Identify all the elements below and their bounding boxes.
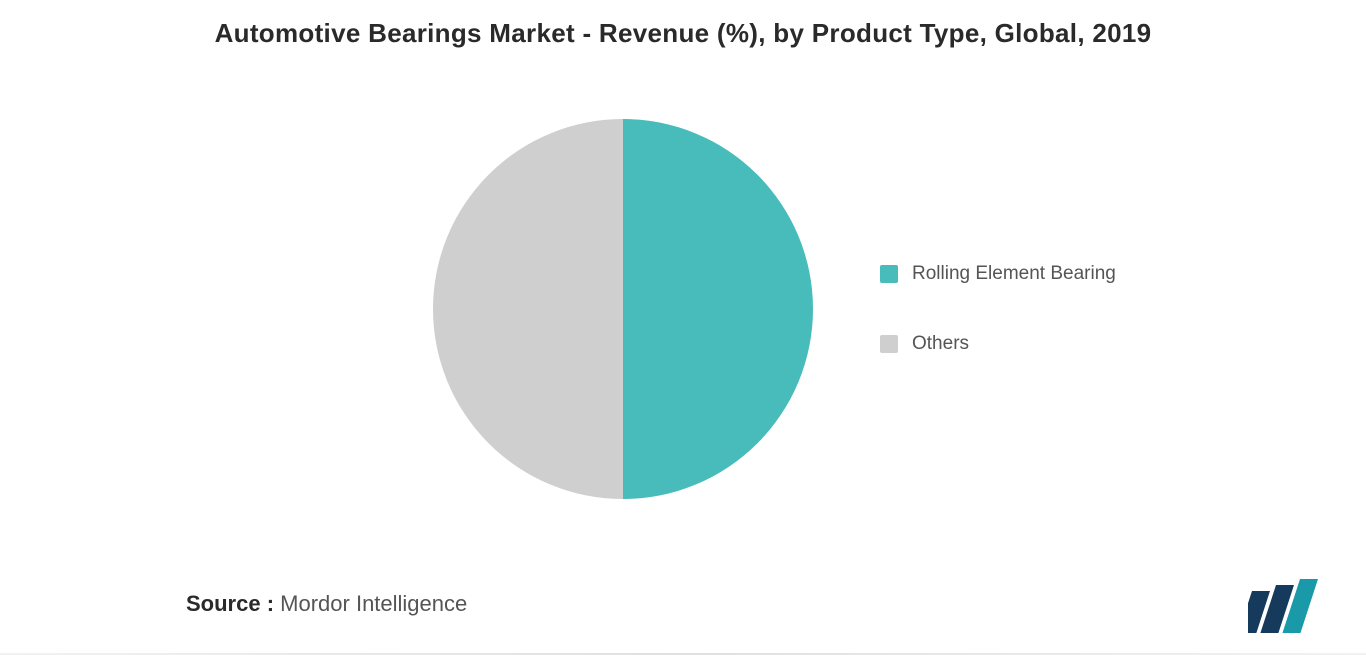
legend-swatch — [880, 265, 898, 283]
pie-chart — [433, 119, 813, 499]
chart-title: Automotive Bearings Market - Revenue (%)… — [0, 0, 1366, 59]
legend-swatch — [880, 335, 898, 353]
legend: Rolling Element Bearing Others — [880, 263, 1116, 355]
legend-label: Others — [912, 333, 969, 355]
legend-item: Others — [880, 333, 1116, 355]
pie-slice — [433, 119, 623, 499]
pie-slice — [623, 119, 813, 499]
legend-label: Rolling Element Bearing — [912, 263, 1116, 285]
source-line: Source : Mordor Intelligence — [186, 591, 467, 617]
source-value: Mordor Intelligence — [280, 591, 467, 616]
mordor-logo-icon — [1248, 577, 1328, 633]
source-label: Source : — [186, 591, 274, 616]
chart-body: Rolling Element Bearing Others — [0, 59, 1366, 559]
legend-item: Rolling Element Bearing — [880, 263, 1116, 285]
